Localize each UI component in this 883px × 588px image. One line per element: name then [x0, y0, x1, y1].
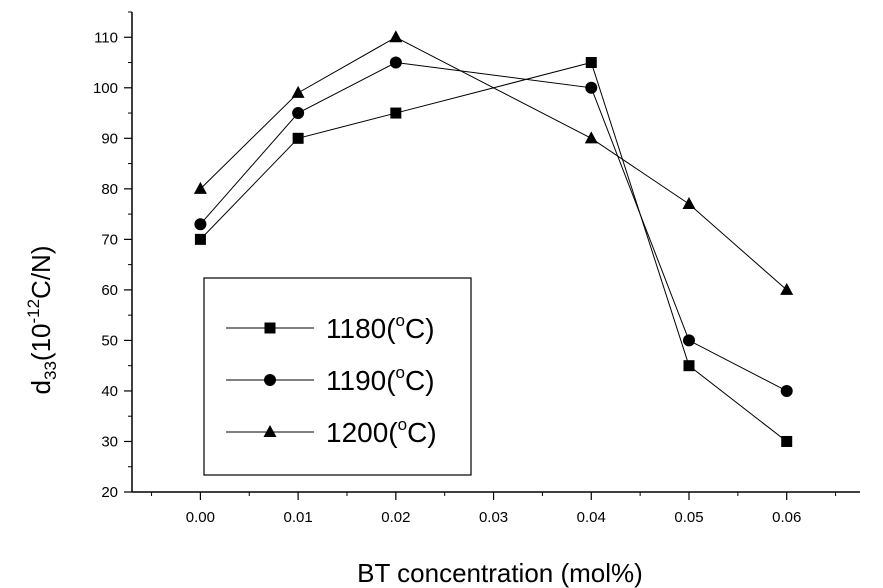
data-point	[584, 131, 598, 144]
x-tick-label: 0.01	[284, 509, 313, 526]
y-axis-title-open: (10	[26, 324, 56, 362]
legend-marker	[264, 374, 276, 386]
series-line	[200, 36, 788, 291]
legend-label: 1190(oC)	[326, 363, 435, 396]
legend-marker	[264, 322, 276, 334]
series-2	[194, 56, 793, 397]
legend-label: 1200(oC)	[326, 415, 437, 448]
legend-entry: 1190(oC)	[226, 363, 435, 396]
legend-entry: 1180(oC)	[226, 311, 435, 344]
data-point	[585, 57, 597, 69]
data-point	[780, 384, 793, 397]
series-line	[200, 62, 787, 392]
y-axis-title-subscript: 33	[41, 361, 60, 380]
series-layer	[193, 30, 794, 447]
legend: 1180(oC) 1190(oC) 1200(oC)	[203, 277, 472, 476]
y-axis-ticks: 20 30 40 50 60 70 80 90 100 110	[93, 11, 132, 501]
data-point	[292, 132, 304, 144]
data-point	[682, 197, 696, 209]
data-point	[194, 233, 206, 245]
x-tick-label: 0.03	[479, 509, 508, 526]
legend-entry: 1200(oC)	[226, 415, 437, 448]
data-point	[193, 181, 207, 194]
data-point	[585, 81, 598, 94]
series-3	[193, 30, 794, 295]
y-tick-label: 90	[101, 130, 118, 147]
x-tick-label: 0.04	[577, 509, 606, 526]
y-axis-title-superscript: -12	[24, 299, 43, 324]
x-tick-label: 0.00	[186, 509, 215, 526]
data-point	[389, 30, 403, 43]
y-tick-label: 40	[101, 383, 118, 400]
data-point	[682, 334, 695, 347]
y-tick-label: 100	[93, 80, 118, 97]
y-axis-title-unit: C/N)	[26, 246, 56, 299]
legend-box	[203, 277, 472, 476]
data-point	[781, 435, 793, 447]
y-tick-label: 20	[101, 484, 118, 501]
data-point	[194, 218, 207, 231]
data-point	[390, 107, 402, 119]
x-tick-label: 0.06	[772, 509, 801, 526]
y-tick-label: 30	[101, 433, 118, 450]
y-tick-label: 50	[101, 332, 118, 349]
data-point	[292, 107, 305, 120]
data-point	[683, 360, 695, 372]
y-tick-label: 70	[101, 231, 118, 248]
y-axis-title: d33(10-12C/N)	[24, 246, 60, 395]
x-axis-title: BT concentration (mol%)	[357, 558, 643, 588]
data-point	[291, 85, 305, 98]
y-tick-label: 110	[94, 29, 118, 46]
x-tick-label: 0.02	[381, 509, 410, 526]
y-tick-label: 80	[101, 181, 118, 198]
x-axis-ticks: 0.00 0.01 0.02 0.03 0.04 0.05 0.06	[151, 492, 837, 526]
plot-frame	[131, 12, 860, 493]
y-axis-title-base: d	[26, 380, 56, 394]
x-tick-label: 0.05	[674, 509, 703, 526]
y-tick-label: 60	[101, 282, 118, 299]
data-point	[780, 282, 794, 295]
data-point	[389, 56, 402, 69]
legend-marker	[263, 425, 277, 437]
legend-label: 1180(oC)	[326, 311, 435, 344]
